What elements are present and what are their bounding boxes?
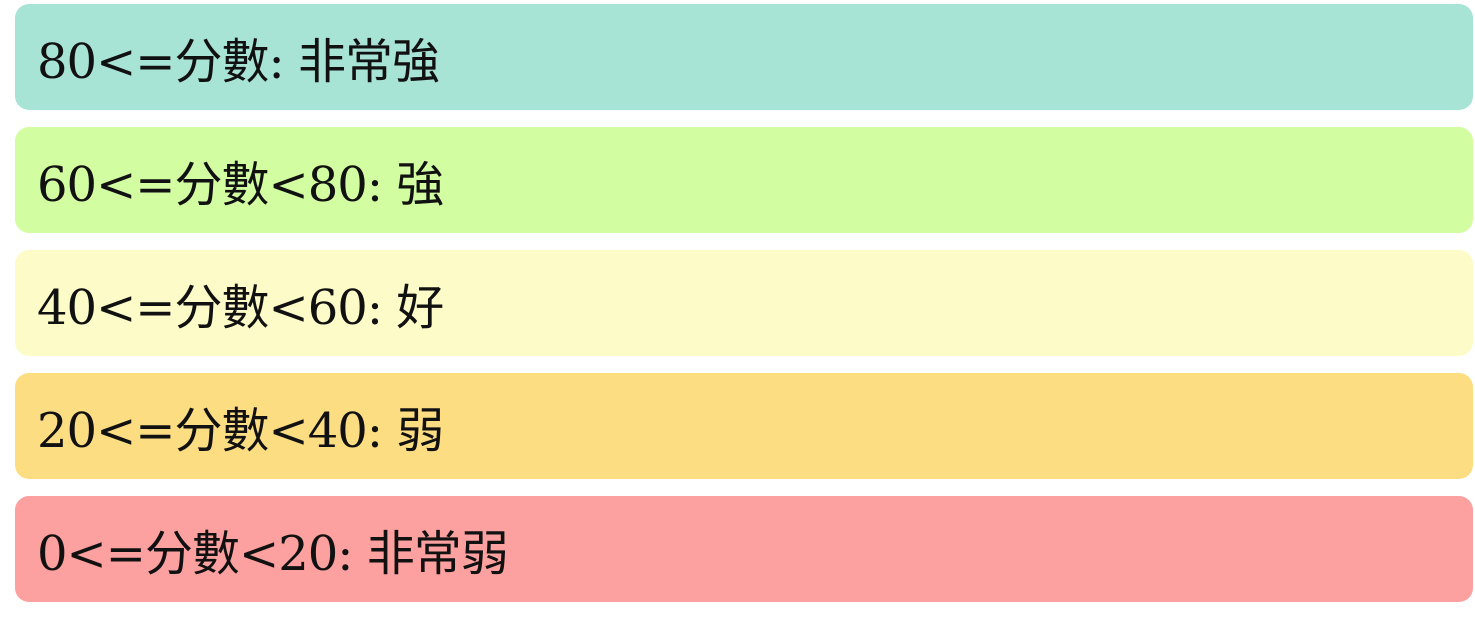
band-label: 60<=分數<80: 強	[37, 157, 444, 213]
score-legend: 80<=分數: 非常強 60<=分數<80: 強 40<=分數<60: 好 20…	[15, 4, 1473, 602]
band-label: 40<=分數<60: 好	[37, 280, 444, 336]
band-label: 20<=分數<40: 弱	[37, 403, 444, 459]
band-good: 40<=分數<60: 好	[15, 250, 1473, 356]
band-label: 80<=分數: 非常強	[37, 34, 440, 90]
band-weak: 20<=分數<40: 弱	[15, 373, 1473, 479]
band-strong: 60<=分數<80: 強	[15, 127, 1473, 233]
band-very-strong: 80<=分數: 非常強	[15, 4, 1473, 110]
band-label: 0<=分數<20: 非常弱	[37, 526, 509, 582]
band-very-weak: 0<=分數<20: 非常弱	[15, 496, 1473, 602]
